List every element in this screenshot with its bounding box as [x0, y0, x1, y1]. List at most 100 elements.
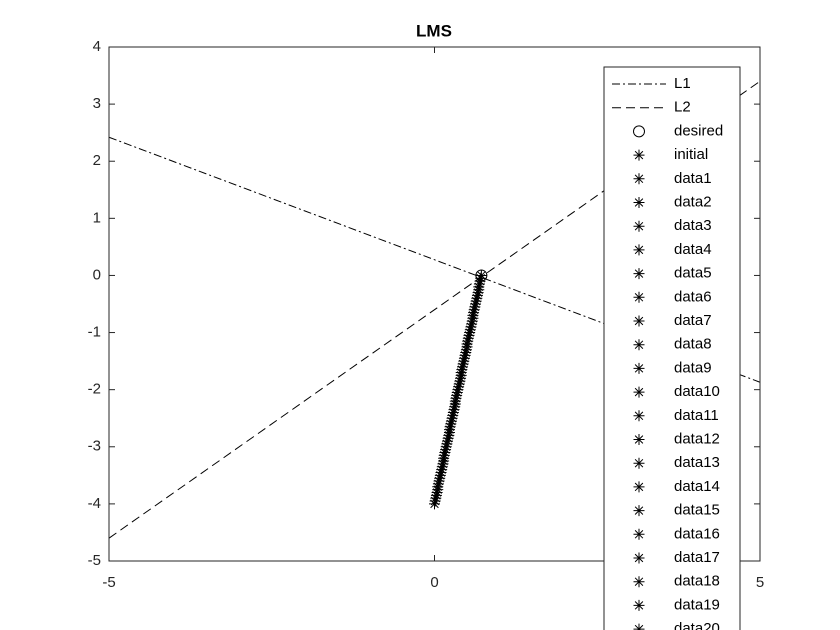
legend-swatch [633, 528, 645, 540]
legend-swatch [633, 125, 645, 138]
data-point [450, 392, 462, 404]
data-point [475, 272, 487, 284]
data-point [473, 278, 485, 290]
y-tick-label: 3 [93, 95, 101, 112]
legend-swatch [633, 434, 645, 445]
data-point [470, 298, 482, 310]
legend-label: data3 [674, 217, 712, 234]
legend-swatch [633, 244, 645, 256]
data-point [430, 489, 442, 501]
data-point [442, 435, 454, 447]
data-point [455, 372, 467, 384]
data-point [432, 481, 444, 493]
x-tick-label: -5 [102, 574, 115, 591]
data-point [460, 344, 472, 356]
data-point [437, 458, 449, 470]
data-point [474, 275, 486, 287]
data-point [433, 475, 445, 487]
legend-label: data8 [674, 336, 712, 353]
data-point [438, 452, 450, 464]
legend-label: data20 [674, 620, 720, 630]
legend-label: data5 [674, 265, 712, 282]
legend-swatch [633, 362, 645, 374]
data-point [443, 429, 455, 441]
data-point [458, 352, 470, 364]
data-point [455, 367, 467, 379]
legend-box [603, 66, 741, 630]
data-point [468, 307, 480, 319]
y-tick-label: 2 [93, 152, 101, 169]
data-point [459, 349, 471, 361]
data-point [432, 478, 444, 490]
legend-label: initial [674, 146, 708, 163]
legend-swatch [633, 268, 645, 280]
y-tick-label: 1 [93, 209, 101, 226]
data-point [435, 466, 447, 478]
data-point [469, 301, 481, 313]
legend-label: data14 [674, 478, 720, 495]
data-point [463, 329, 475, 341]
legend-swatch [633, 339, 645, 351]
data-point [449, 395, 461, 407]
y-tick-label: -1 [88, 324, 101, 341]
y-tick-label: -2 [88, 381, 101, 398]
data-point [462, 332, 474, 344]
legend-label: data2 [674, 193, 712, 210]
data-point [456, 361, 468, 373]
data-point [445, 415, 457, 427]
legend-swatch [633, 315, 645, 327]
data-point [438, 449, 450, 461]
legend-label: data4 [674, 241, 712, 258]
legend-swatch [633, 197, 645, 208]
data-point [472, 287, 484, 299]
data-point [434, 469, 446, 481]
y-tick-label: -5 [88, 552, 101, 569]
legend-label: data15 [674, 502, 720, 519]
data-point [452, 384, 464, 396]
data-point [434, 472, 446, 484]
data-point [436, 461, 448, 473]
x-tick-label: 0 [430, 574, 438, 591]
legend-label: data1 [674, 170, 712, 187]
data-point [451, 387, 463, 399]
legend-swatch [633, 410, 645, 422]
data-point [466, 315, 478, 327]
legend-label: data12 [674, 430, 720, 447]
data-point [440, 441, 452, 453]
data-point [436, 464, 448, 476]
data-point [471, 292, 483, 304]
data-point [464, 324, 476, 336]
legend-swatch [633, 505, 645, 517]
data-point [460, 347, 472, 359]
data-point [440, 444, 452, 456]
y-tick-label: -4 [88, 495, 101, 512]
data-point [429, 495, 441, 507]
data-point [431, 486, 443, 498]
data-point [473, 281, 485, 293]
legend-label: desired [674, 122, 723, 139]
data-point [447, 409, 459, 421]
chart-title: LMS [416, 21, 452, 40]
data-point [468, 304, 480, 316]
data-point [442, 432, 454, 444]
data-point [444, 421, 456, 433]
data-point [453, 378, 465, 390]
data-point [462, 335, 474, 347]
data-point [475, 269, 487, 281]
plot [108, 80, 761, 539]
legend-swatch [633, 481, 645, 493]
legend-label: data9 [674, 359, 712, 376]
legend-label: data18 [674, 573, 720, 590]
data-point [446, 412, 458, 424]
legend-swatch [633, 386, 645, 398]
y-tick-label: -3 [88, 438, 101, 455]
data-point [445, 418, 457, 430]
data-point [466, 318, 478, 330]
legend-label: data17 [674, 549, 720, 566]
data-point [471, 289, 483, 301]
data-point [447, 407, 459, 419]
data-point [467, 309, 479, 321]
data-point [430, 492, 442, 504]
legend: L1 L2 desired initial data1 data2 data3 data4 da… [603, 66, 741, 630]
